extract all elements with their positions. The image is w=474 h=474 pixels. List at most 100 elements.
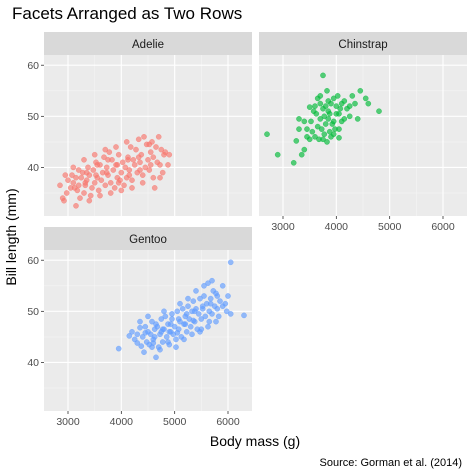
data-point [105, 156, 111, 163]
facet-strip [259, 32, 467, 55]
data-point [175, 316, 182, 322]
data-point [341, 98, 348, 104]
data-point [166, 328, 173, 335]
data-point [336, 134, 342, 141]
data-point [321, 131, 328, 137]
data-point [326, 111, 333, 117]
y-tick-label: 50 [27, 306, 39, 318]
data-point [103, 164, 110, 171]
data-point [330, 95, 337, 102]
data-point [166, 151, 173, 158]
data-point [121, 182, 127, 189]
data-point [174, 329, 181, 336]
data-point [73, 174, 79, 181]
data-point [141, 349, 147, 356]
data-point [352, 100, 358, 107]
x-tick-label: 4000 [110, 416, 134, 428]
data-point [130, 156, 137, 163]
data-point [321, 113, 328, 120]
x-tick-label: 3000 [56, 416, 80, 428]
data-point [86, 197, 93, 204]
data-point [317, 100, 324, 107]
data-point [89, 185, 95, 191]
data-point [296, 116, 302, 122]
data-point [333, 103, 340, 109]
data-point [223, 308, 230, 315]
y-tick-label: 40 [27, 162, 39, 174]
data-point [337, 105, 344, 112]
facet-panel-chinstrap: Chinstrap 3000 4000 5000 6000 [259, 32, 467, 233]
data-point [313, 111, 320, 117]
data-point [150, 174, 157, 181]
data-point [161, 308, 167, 315]
data-point [159, 169, 166, 176]
data-point [205, 323, 211, 330]
data-point [153, 354, 159, 361]
data-point [197, 295, 203, 302]
data-point [162, 313, 169, 320]
data-point [125, 156, 131, 163]
data-point [137, 324, 143, 331]
data-point [187, 323, 194, 330]
data-point [151, 185, 158, 191]
facet-strip [44, 32, 252, 55]
data-point [127, 144, 134, 150]
data-point [320, 136, 326, 143]
data-point [314, 123, 321, 130]
data-point [165, 162, 171, 168]
data-point [157, 162, 163, 168]
data-point [137, 318, 143, 325]
data-point [110, 167, 117, 173]
data-point [217, 298, 223, 304]
data-point [145, 156, 151, 163]
data-point [163, 334, 170, 340]
data-point [123, 139, 130, 145]
data-point [317, 93, 324, 99]
data-point [198, 326, 205, 333]
data-point [365, 100, 372, 107]
data-point [169, 311, 175, 317]
data-point [201, 293, 207, 299]
data-point [215, 313, 222, 320]
data-point [274, 151, 281, 158]
x-tick-label: 4000 [325, 221, 349, 233]
facet-strip [44, 227, 252, 250]
x-tick-label: 5000 [163, 416, 187, 428]
data-point [318, 126, 325, 132]
data-point [142, 323, 149, 330]
data-point [191, 308, 198, 315]
data-point [185, 295, 191, 302]
data-point [85, 164, 91, 171]
data-point [225, 293, 231, 299]
data-point [111, 185, 118, 191]
data-point [135, 154, 142, 160]
data-point [227, 259, 234, 266]
data-point [138, 343, 145, 349]
data-point [293, 138, 300, 144]
data-point [95, 187, 102, 194]
data-point [97, 192, 103, 199]
data-point [173, 336, 179, 343]
data-point [78, 174, 85, 181]
data-point [202, 313, 209, 320]
y-axis-title: Bill length (mm) [3, 188, 19, 285]
data-point [139, 172, 146, 178]
x-tick-label: 6000 [431, 221, 455, 233]
data-point [126, 172, 133, 178]
data-point [83, 169, 90, 176]
data-point [317, 116, 324, 122]
data-point [189, 331, 195, 338]
data-point [71, 185, 78, 191]
data-point [115, 179, 122, 186]
data-point [264, 131, 270, 137]
data-point [75, 167, 82, 173]
data-point [177, 300, 183, 307]
data-point [57, 182, 63, 189]
data-point [147, 331, 154, 338]
data-point [137, 167, 143, 173]
data-point [301, 146, 308, 153]
y-tick-label: 60 [27, 255, 39, 267]
data-point [320, 72, 326, 79]
facet-panel-adelie: Adelie 40 50 60 [27, 32, 252, 216]
data-point [165, 339, 171, 345]
